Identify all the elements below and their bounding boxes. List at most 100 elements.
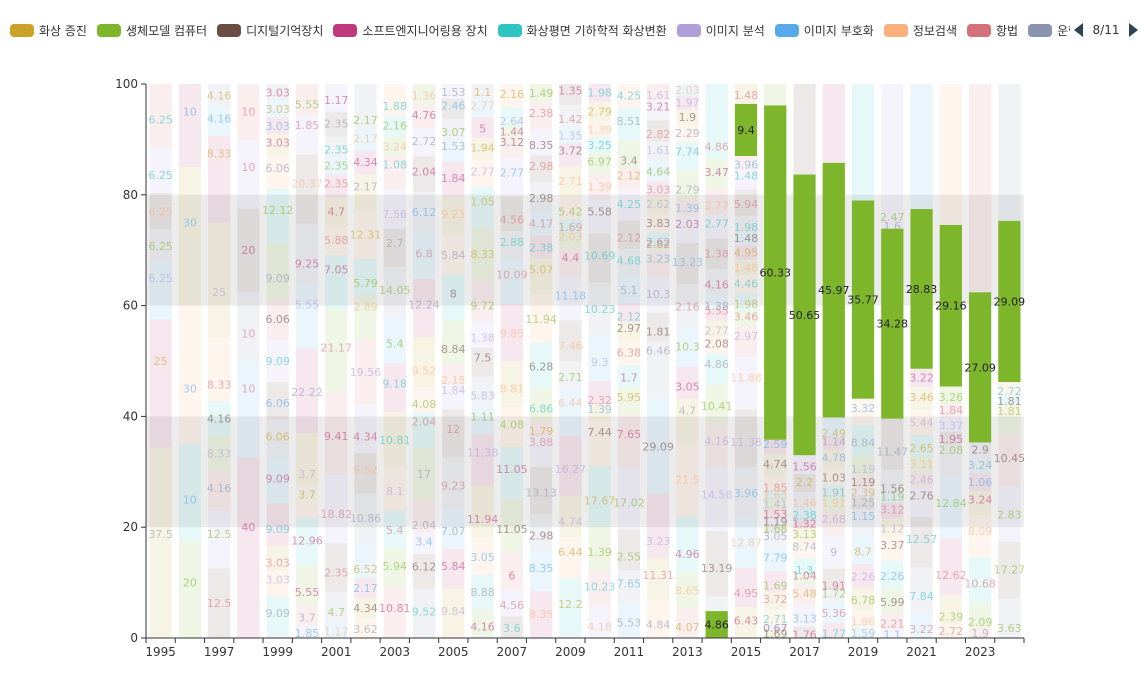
legend-item[interactable]: 정보검색 [883,18,957,42]
faded-bar-segment [500,303,523,361]
faded-data-label: 3.25 [587,139,612,152]
faded-data-label: 2.97 [734,330,759,343]
legend-item[interactable]: 이미지 부호화 [774,18,874,42]
faded-data-label: 3.23 [646,535,671,548]
legend-item[interactable]: 화상 증진 [10,18,87,42]
faded-data-label: 3.37 [880,539,905,552]
faded-data-label: 1.61 [646,89,671,102]
faded-bar-segment [325,197,348,226]
legend-item[interactable]: 디지털기억장치 [217,18,323,42]
faded-data-label: 2.77 [470,166,495,179]
faded-data-label: 4.78 [822,451,847,464]
faded-bar-segment [822,623,845,638]
faded-data-label: 2.77 [704,218,729,231]
faded-bar-segment [881,469,904,493]
faded-bar-segment [676,242,699,285]
faded-bar-segment [354,84,377,130]
faded-bar-segment [412,533,436,555]
faded-data-label: 1.77 [822,628,847,641]
faded-bar-segment [676,444,699,517]
faded-bar-segment [822,484,845,498]
faded-bar-segment [676,109,699,125]
faded-data-label: 1.56 [792,460,817,473]
faded-data-label: 1.69 [763,579,788,592]
faded-data-label: 10 [241,383,255,396]
faded-data-label: 4.7 [327,205,345,218]
faded-data-label: 12.5 [207,528,232,541]
faded-bar-segment [734,275,758,294]
faded-data-label: 6.12 [412,206,437,219]
legend-item[interactable]: 운행체 변 [1028,18,1070,42]
faded-data-label: 1.14 [822,435,847,448]
faded-data-label: 4.7 [327,606,345,619]
faded-data-label: 3.72 [558,144,583,157]
faded-bar-segment [998,382,1021,396]
faded-bar-segment [295,154,319,224]
faded-bar-segment [325,543,348,593]
faded-data-label: 6.97 [587,156,612,169]
faded-data-label: 1.53 [441,86,466,99]
faded-bar-segment [910,456,933,472]
faded-data-label: 3.7 [298,468,316,481]
faded-data-label: 2.47 [880,211,905,224]
faded-bar-segment [822,449,845,468]
faded-data-label: 11.88 [730,372,762,385]
faded-bar-segment [617,108,641,141]
legend-item[interactable]: 소프트엔지니어링용 장치 [333,18,488,42]
faded-bar-segment [705,159,728,189]
next-page-icon[interactable] [1128,23,1138,37]
faded-bar-segment [647,180,670,197]
faded-bar-segment [764,630,787,638]
faded-bar-segment [208,338,231,402]
faded-bar-segment [500,157,523,197]
faded-data-label: 4.17 [529,218,554,231]
faded-data-label: 5.4 [386,524,404,537]
faded-data-label: 1.81 [997,405,1022,418]
faded-bar-segment [822,589,845,604]
faded-data-label: 17.67 [584,495,616,508]
faded-data-label: 12.84 [935,497,967,510]
faded-data-label: 7.46 [558,339,583,352]
faded-data-label: 1.44 [500,126,525,139]
faded-data-label: 3.46 [734,311,759,324]
faded-data-label: 1.08 [383,158,408,171]
faded-bar-segment [647,557,670,600]
faded-bar-segment [793,508,816,520]
faded-bar-segment [383,189,406,229]
faded-bar-segment [149,261,172,320]
faded-bar-segment [471,116,494,139]
bar-value-label: 29.09 [994,295,1026,308]
faded-data-label: 1.39 [587,180,612,193]
faded-bar-segment [149,319,172,448]
faded-data-label: 3.13 [792,613,817,626]
faded-data-label: 2.77 [470,100,495,113]
faded-bar-segment [705,269,728,296]
faded-data-label: 1.1 [884,629,902,642]
faded-data-label: 1.42 [558,113,583,126]
faded-data-label: 3.47 [704,166,729,179]
faded-bar-segment [295,283,319,349]
faded-bar-segment [793,540,816,559]
prev-page-icon[interactable] [1074,23,1083,37]
faded-bar-segment [617,189,641,221]
faded-data-label: 4.86 [704,141,729,154]
faded-data-label: 37.5 [148,528,173,541]
faded-data-label: 1.12 [880,522,905,535]
faded-bar-segment [939,386,962,404]
legend-item[interactable]: 화상평면 기하학적 화상변환 [497,18,667,42]
faded-bar-segment [588,174,611,199]
legend-item[interactable]: 생체모델 컴퓨터 [96,18,207,42]
faded-data-label: 6.28 [529,361,554,374]
faded-bar-segment [705,214,728,239]
faded-bar-segment [149,147,172,194]
faded-bar-segment [734,517,758,568]
faded-data-label: 3.03 [265,573,290,586]
faded-data-label: 2.72 [997,385,1022,398]
legend-item[interactable]: 항법 [967,18,1018,42]
faded-data-label: 3.63 [997,622,1022,635]
faded-data-label: 1.98 [734,298,759,311]
faded-data-label: 3.37 [939,419,964,432]
faded-bar-segment [266,155,289,189]
faded-bar-segment [617,275,641,304]
legend-item[interactable]: 이미지 분석 [676,18,765,42]
